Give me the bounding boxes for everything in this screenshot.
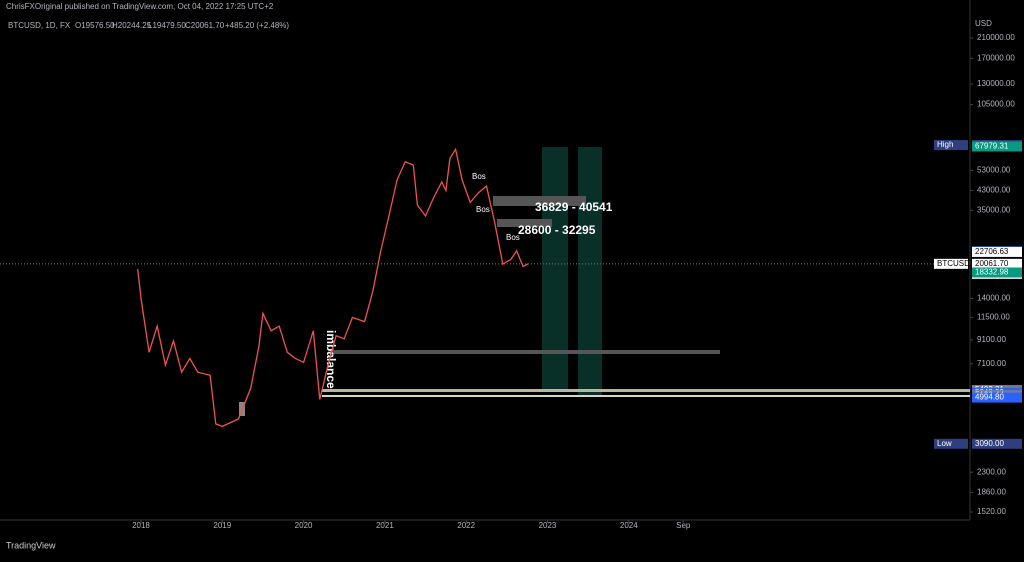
x-tick-label: 2019 [213,521,231,530]
zone [330,350,720,354]
zone [497,219,552,227]
price-label: 4994.80 [975,393,1004,402]
x-tick-label: 2018 [132,521,150,530]
price-label-box [972,438,1022,449]
close: C20061.70 [185,21,225,30]
price-label: 18332.98 [975,268,1009,277]
tag: BTCUSD [937,259,970,268]
zone [493,196,586,206]
publisher: ChrisFXOriginal published on TradingView… [6,2,274,11]
low: L19479.50 [148,21,186,30]
annotation: 36829 - 40541 [535,200,613,214]
x-tick-label: 2022 [457,521,475,530]
brand: TradingView [6,540,56,550]
tag-box [934,258,968,269]
tag-box [934,140,968,151]
x-tick-label: 2021 [376,521,394,530]
y-tick-label: 11500.00 [977,312,1010,321]
price-label-box [972,267,1022,278]
y-tick-label: 1520.00 [977,507,1006,516]
x-tick-label: 2024 [620,521,638,530]
symbol: BTCUSD, 1D, FX [8,21,71,30]
price-label-box [972,141,1022,152]
price-label: 20061.70 [975,259,1009,268]
tag: High [937,140,953,149]
annotation: Bos [472,172,486,181]
zone [578,147,602,396]
price-label: 3090.00 [975,439,1004,448]
high: H20244.25 [112,21,152,30]
y-tick-label: 1860.00 [977,488,1006,497]
y-tick-label: 14000.00 [977,294,1011,303]
tag: Low [937,439,952,448]
y-tick-label: 2300.00 [977,467,1006,476]
change: +485.20 (+2.48%) [225,21,289,30]
symbol-line: BTCUSD, 1D, FX O19576.50 H20244.25 L1947… [8,21,289,30]
y-tick-label: 170000.00 [977,53,1015,62]
annotation: Bos [476,205,490,214]
currency: USD [975,19,992,28]
annotation: 28600 - 32295 [518,223,596,237]
x-tick-label: 2023 [539,521,557,530]
zone [322,395,970,397]
zone [322,389,970,392]
y-tick-label: 210000.00 [977,33,1015,42]
annotation: imbalance [324,330,338,389]
y-tick-label: 130000.00 [977,79,1015,88]
price-label: 22706.63 [975,247,1009,256]
zone [542,147,568,392]
y-tick-label: 43000.00 [977,186,1011,195]
y-tick-label: 53000.00 [977,166,1011,175]
x-tick-label: Sep [676,521,691,530]
price-line [137,147,529,428]
price-label-box [972,392,1022,403]
price-label-box [972,246,1022,257]
open: O19576.50 [75,21,115,30]
annotation: Bos [506,233,520,242]
y-tick-label: 105000.00 [977,100,1015,109]
price-label: 67979.31 [975,142,1009,151]
tag-box [934,438,968,449]
x-tick-label: 2020 [295,521,313,530]
y-tick-label: 35000.00 [977,205,1011,214]
y-tick-label: 7100.00 [977,359,1006,368]
y-tick-label: 9100.00 [977,335,1006,344]
